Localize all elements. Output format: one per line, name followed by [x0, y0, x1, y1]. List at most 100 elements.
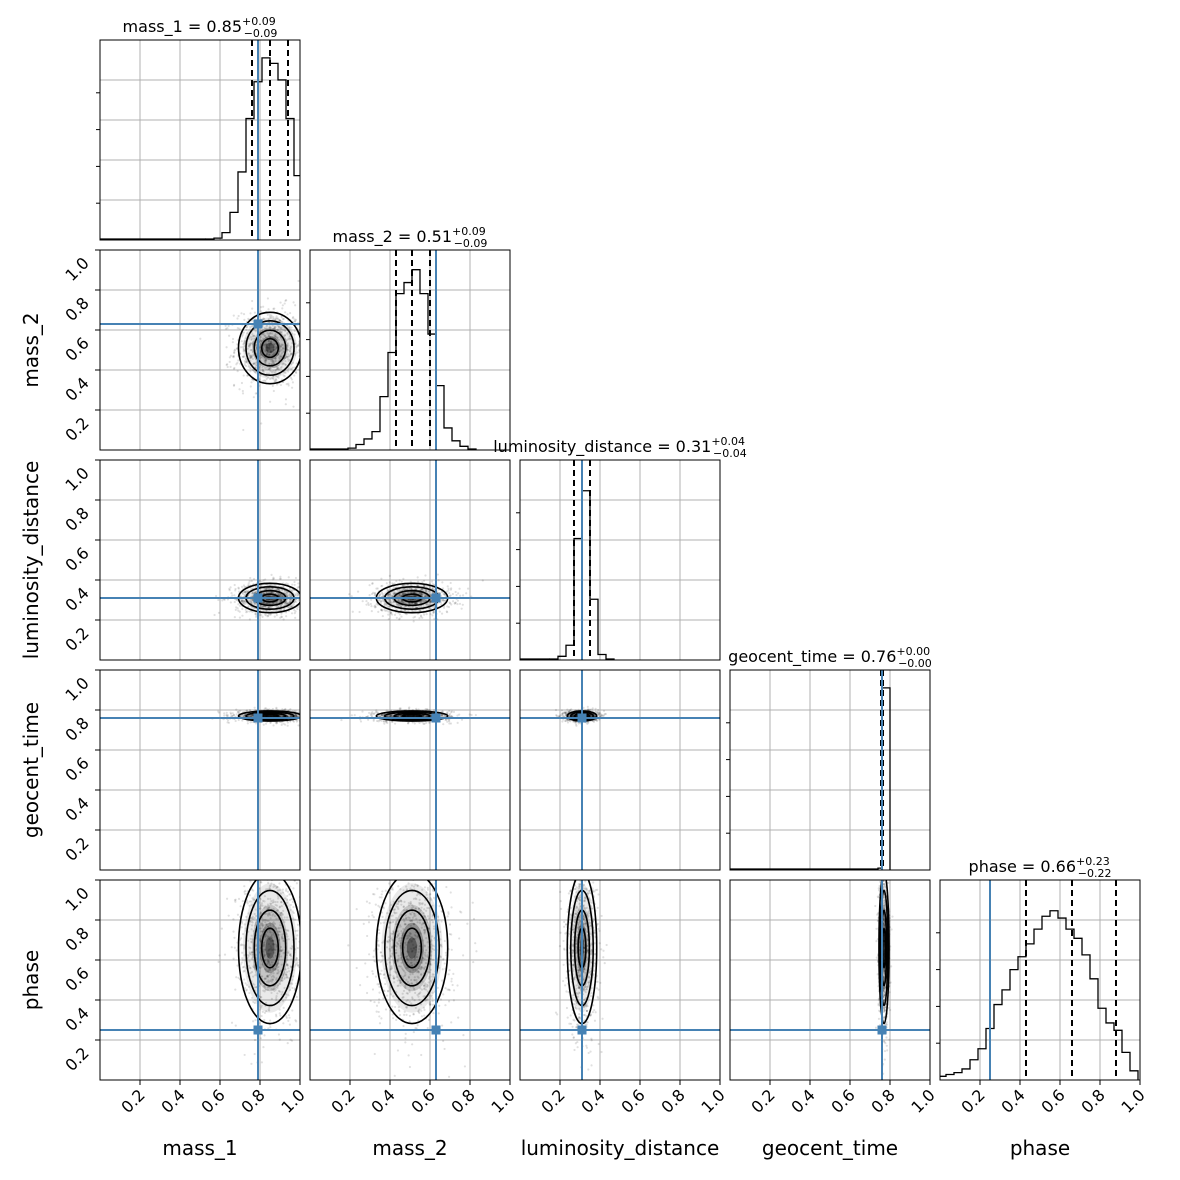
sample-point — [279, 355, 282, 358]
marginal-plot-area — [730, 670, 930, 870]
sample-point — [403, 605, 406, 608]
sample-point — [276, 336, 279, 339]
sample-point — [251, 714, 254, 717]
sample-point — [267, 372, 271, 375]
sample-point — [266, 345, 269, 349]
sample-point — [286, 721, 289, 724]
sample-point — [234, 589, 237, 592]
sample-point — [442, 606, 446, 609]
sample-point — [407, 707, 411, 710]
sample-point — [397, 714, 400, 718]
sample-point — [594, 711, 597, 714]
sample-point — [385, 720, 388, 723]
sample-point — [262, 305, 265, 308]
sample-point — [288, 709, 291, 712]
sample-point — [261, 337, 265, 340]
sample-point — [259, 353, 262, 357]
sample-point — [470, 713, 473, 717]
sample-point — [402, 592, 405, 595]
sample-point — [449, 581, 452, 585]
sample-point — [295, 710, 298, 713]
sample-point — [388, 593, 391, 596]
sample-point — [280, 365, 283, 369]
sample-point — [290, 378, 294, 381]
sample-point — [242, 349, 245, 353]
sample-point — [367, 718, 370, 721]
sample-point — [246, 374, 249, 377]
sample-point — [304, 718, 306, 720]
sample-point — [229, 365, 232, 368]
sample-point — [421, 588, 424, 591]
sample-point — [398, 593, 401, 597]
sample-point — [564, 719, 567, 723]
sample-point — [239, 709, 242, 713]
sample-point — [297, 279, 300, 283]
sample-point — [289, 593, 292, 596]
sample-point — [402, 577, 405, 580]
sample-point — [269, 342, 273, 345]
sample-point — [274, 333, 277, 336]
sample-point — [247, 582, 250, 585]
sample-point — [451, 592, 455, 596]
sample-point — [431, 591, 435, 594]
sample-point — [264, 602, 267, 605]
sample-point — [227, 324, 230, 327]
sample-point — [250, 349, 253, 352]
sample-point — [250, 335, 253, 339]
title-plus: +0.04 — [711, 435, 745, 448]
sample-point — [389, 599, 392, 602]
sample-point — [241, 607, 244, 611]
sample-point — [436, 573, 439, 576]
sample-point — [265, 353, 269, 356]
sample-point — [241, 335, 244, 338]
sample-point — [393, 591, 396, 594]
sample-point — [290, 612, 294, 615]
sample-point — [264, 359, 267, 362]
sample-point — [265, 602, 268, 605]
sample-point — [242, 602, 245, 605]
sample-point — [250, 356, 253, 359]
sample-point — [292, 603, 296, 606]
sample-point — [391, 601, 394, 604]
sample-point — [231, 355, 235, 358]
sample-point — [245, 590, 248, 593]
sample-point — [286, 358, 290, 361]
sample-point — [307, 348, 309, 350]
sample-point — [440, 714, 443, 717]
sample-point — [249, 600, 252, 603]
sample-point — [453, 602, 456, 605]
sample-point — [251, 342, 254, 345]
sample-point — [305, 337, 307, 339]
sample-point — [282, 347, 285, 351]
sample-point — [375, 602, 378, 605]
sample-point — [284, 600, 288, 604]
sample-point — [224, 327, 228, 330]
sample-point — [243, 591, 247, 594]
sample-point — [279, 616, 282, 619]
sample-point — [235, 708, 238, 711]
sample-point — [284, 707, 287, 711]
sample-point — [272, 351, 275, 354]
sample-point — [245, 709, 248, 713]
sample-point — [412, 595, 416, 598]
sample-point — [282, 350, 285, 353]
sample-point — [428, 721, 431, 724]
sample-point — [409, 606, 412, 609]
sample-point — [448, 601, 451, 604]
sample-point — [290, 605, 293, 608]
sample-point — [279, 575, 282, 578]
sample-point — [267, 362, 271, 365]
sample-point — [238, 327, 241, 330]
sample-point — [217, 710, 220, 713]
sample-point — [241, 614, 244, 617]
sample-point — [233, 351, 236, 354]
sample-point — [454, 601, 457, 604]
sample-point — [296, 586, 299, 589]
sample-point — [274, 326, 277, 329]
sample-point — [300, 595, 302, 597]
sample-point — [399, 707, 402, 710]
sample-point — [365, 603, 368, 606]
sample-point — [403, 584, 406, 587]
sample-point — [443, 593, 446, 596]
